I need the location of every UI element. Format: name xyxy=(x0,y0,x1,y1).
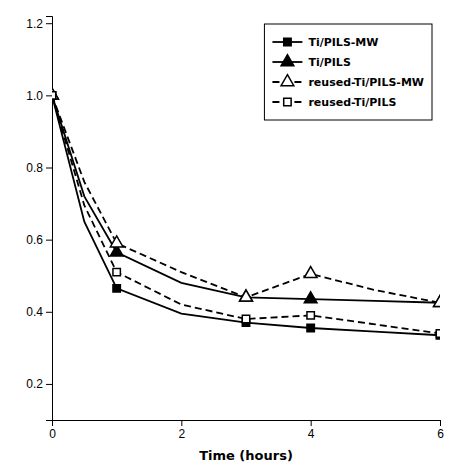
y-tick: 1.2 xyxy=(26,17,52,31)
legend-marker xyxy=(284,98,291,105)
series-marker xyxy=(434,295,440,306)
x-tick-label: 6 xyxy=(437,427,444,441)
y-tick: 0.2 xyxy=(26,377,52,391)
y-tick-label: 0.2 xyxy=(26,377,43,391)
x-axis-title: Time (hours) xyxy=(199,448,293,463)
series-line xyxy=(52,95,440,302)
series-marker xyxy=(307,324,314,331)
x-axis: 0 2 4 6 xyxy=(49,420,444,441)
series-marker xyxy=(304,292,317,303)
series-marker xyxy=(304,267,317,278)
series-marker xyxy=(52,88,58,99)
y-tick-mark xyxy=(46,23,52,24)
legend-label: Ti/PILS xyxy=(308,56,350,69)
x-tick-label: 0 xyxy=(49,427,56,441)
legend-label: Ti/PILS-MW xyxy=(308,36,378,49)
legend-label: reused-Ti/PILS xyxy=(308,96,396,109)
chart: 0 2 4 6 0.2 0.4 0.6 0.8 1.0 1.2 Time (hours) Ti/PIL… xyxy=(0,0,458,472)
y-tick-mark xyxy=(46,95,52,96)
y-tick-mark xyxy=(46,312,52,313)
series-marker xyxy=(113,268,120,275)
y-tick-mark xyxy=(46,384,52,385)
x-tick-label: 4 xyxy=(308,427,315,441)
x-tick-mark xyxy=(440,420,441,426)
y-axis: 0.2 0.4 0.6 0.8 1.0 1.2 xyxy=(26,17,52,421)
series-marker xyxy=(307,312,314,319)
y-tick-label: 1.0 xyxy=(26,89,43,103)
x-tick: 6 xyxy=(437,420,444,441)
x-tick-mark xyxy=(311,420,312,426)
legend-label: reused-Ti/PILS-MW xyxy=(308,76,424,89)
x-tick-mark xyxy=(181,420,182,426)
series-marker xyxy=(52,92,56,99)
y-tick: 0.6 xyxy=(26,233,52,247)
series-line xyxy=(52,95,440,333)
x-axis-line xyxy=(53,421,441,427)
y-tick-label: 0.4 xyxy=(26,305,43,319)
legend-item: reused-Ti/PILS xyxy=(272,96,396,109)
series-marker xyxy=(436,330,440,337)
series-marker xyxy=(240,290,253,301)
y-axis-line xyxy=(46,17,53,421)
y-tick-label: 0.8 xyxy=(26,161,43,175)
x-tick: 0 xyxy=(49,420,56,441)
legend-marker xyxy=(284,38,291,45)
y-tick: 0.4 xyxy=(26,305,52,319)
legend-marker xyxy=(281,55,294,66)
y-tick-mark xyxy=(46,168,52,169)
y-tick-label: 0.6 xyxy=(26,233,43,247)
marks xyxy=(52,88,440,339)
x-tick-label: 2 xyxy=(178,427,185,441)
series-marker xyxy=(113,285,120,292)
plot-area: 0 2 4 6 0.2 0.4 0.6 0.8 1.0 1.2 xyxy=(26,17,446,441)
series-line xyxy=(52,95,440,335)
y-tick: 0.8 xyxy=(26,161,52,175)
x-tick: 4 xyxy=(308,420,315,441)
series-line xyxy=(52,95,440,302)
legend: Ti/PILS-MW Ti/PILS reused-Ti/PILS-MW reused… xyxy=(264,24,432,120)
y-tick-mark xyxy=(46,240,52,241)
series-marker xyxy=(110,236,123,247)
legend-item: Ti/PILS-MW xyxy=(272,36,378,49)
series-marker xyxy=(52,92,56,99)
x-tick: 2 xyxy=(178,420,185,441)
y-tick: 1.0 xyxy=(26,89,52,103)
legend-item: reused-Ti/PILS-MW xyxy=(272,75,424,89)
legend-marker xyxy=(281,75,294,86)
legend-item: Ti/PILS xyxy=(272,55,350,69)
y-tick-label: 1.2 xyxy=(26,17,43,31)
series-marker xyxy=(242,315,249,322)
series-marker xyxy=(52,88,58,99)
legend-frame xyxy=(264,24,432,120)
